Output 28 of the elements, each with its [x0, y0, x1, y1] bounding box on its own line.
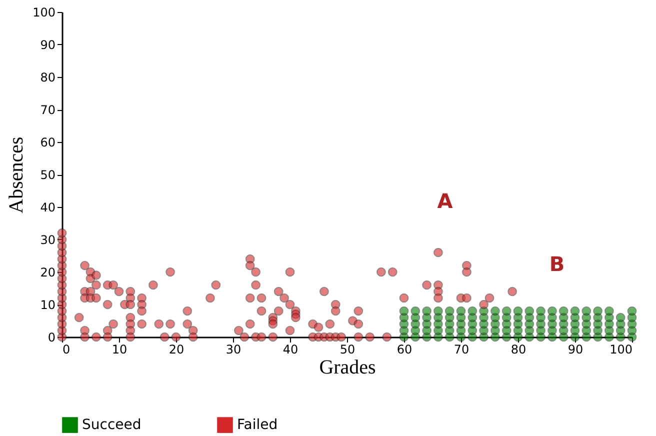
x-tick-label: 0: [62, 342, 70, 356]
x-tick-label: 90: [568, 342, 584, 356]
y-tick-label: 80: [40, 70, 56, 84]
y-tick-label: 20: [40, 266, 56, 280]
y-tick-label: 0: [48, 330, 56, 344]
x-tick-label: 30: [226, 342, 242, 356]
y-tick-label: 10: [40, 298, 56, 312]
y-tick-label: 50: [40, 168, 56, 182]
y-axis-title: Absences: [6, 136, 28, 214]
annotation: A: [437, 189, 454, 213]
x-axis-title: Grades: [319, 356, 376, 378]
x-tick-label: 60: [396, 342, 412, 356]
legend-label: Succeed: [82, 417, 142, 434]
y-tick-label: 40: [40, 200, 56, 214]
y-tick-label: 70: [40, 103, 56, 117]
y-tick-label: 60: [40, 136, 56, 150]
x-tick-label: 50: [340, 342, 356, 356]
y-tick-label: 30: [40, 233, 56, 247]
x-tick-label: 80: [510, 342, 526, 356]
x-tick-label: 70: [454, 342, 470, 356]
legend-label: Failed: [237, 417, 278, 434]
x-tick-label: 20: [168, 342, 184, 356]
x-tick-label: 10: [112, 342, 128, 356]
x-tick-label: 40: [282, 342, 298, 356]
annotation: B: [549, 252, 565, 276]
x-tick-label: 100: [610, 342, 632, 356]
y-tick-label: 100: [32, 6, 56, 20]
y-tick-label: 90: [40, 38, 56, 52]
